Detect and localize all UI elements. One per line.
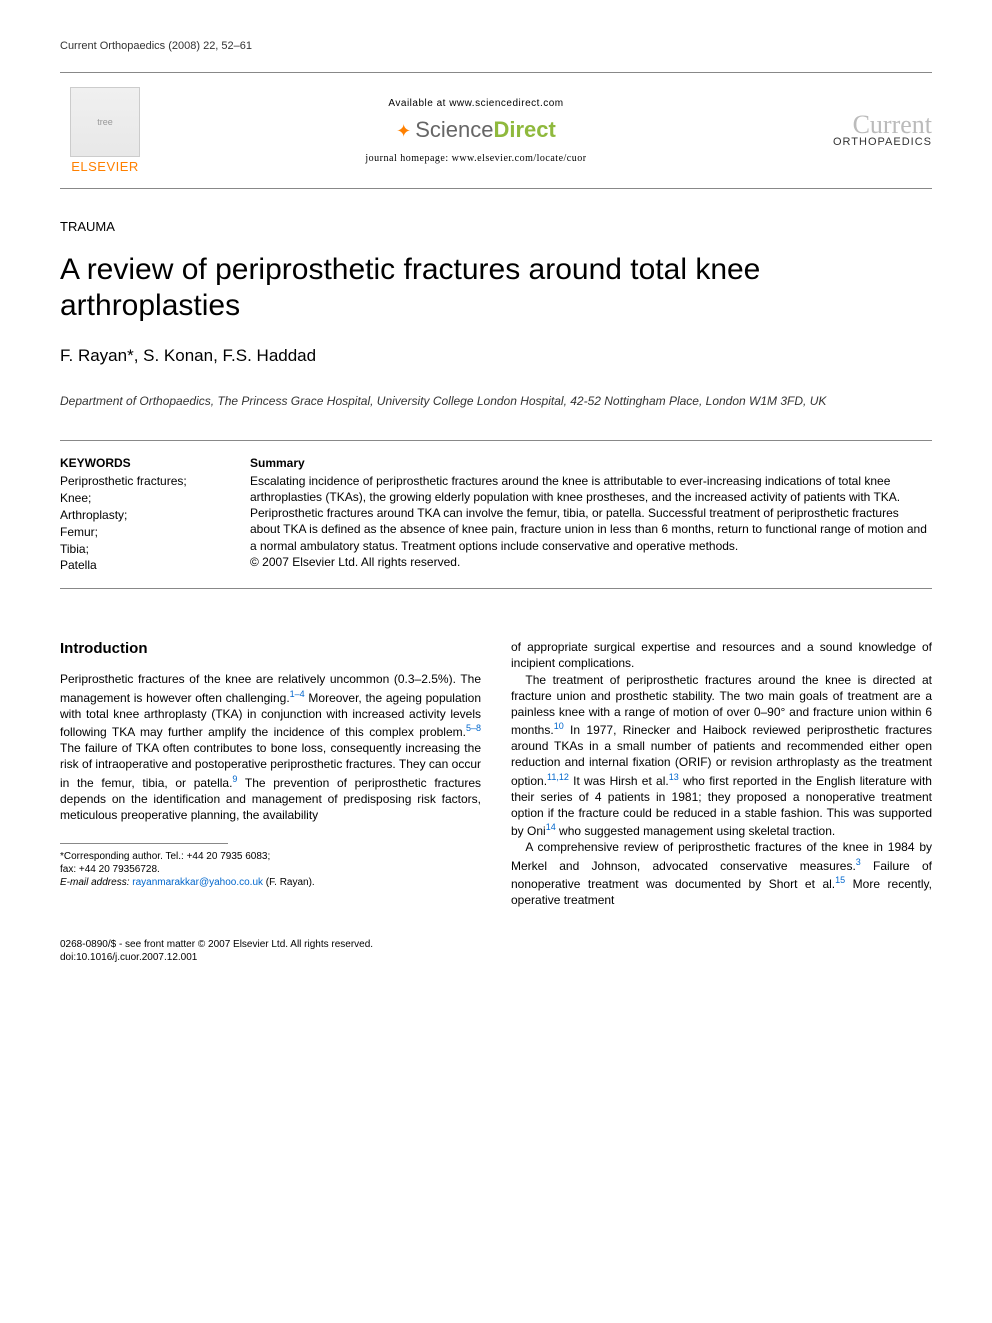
authors: F. Rayan*, S. Konan, F.S. Haddad (60, 346, 932, 366)
introduction-heading: Introduction (60, 639, 481, 659)
front-matter-line: 0268-0890/$ - see front matter © 2007 El… (60, 938, 932, 951)
citation[interactable]: 5–8 (466, 723, 481, 733)
elsevier-tree-icon: tree (70, 87, 140, 157)
affiliation: Department of Orthopaedics, The Princess… (60, 394, 932, 410)
column-left: Introduction Periprosthetic fractures of… (60, 639, 481, 908)
sd-leaf-icon: ✦ (396, 121, 411, 141)
journal-homepage: journal homepage: www.elsevier.com/locat… (150, 153, 802, 164)
journal-logo: Current ORTHOPAEDICS (802, 113, 932, 148)
email-link[interactable]: rayanmarakkar@yahoo.co.uk (132, 877, 263, 888)
corresponding-author-footnote: *Corresponding author. Tel.: +44 20 7935… (60, 850, 481, 889)
article-title: A review of periprosthetic fractures aro… (60, 252, 932, 324)
abstract-block: KEYWORDS Periprosthetic fractures; Knee;… (60, 440, 932, 590)
citation[interactable]: 13 (669, 772, 679, 782)
citation[interactable]: 1–4 (290, 689, 305, 699)
keyword-item: Tibia; (60, 541, 220, 558)
summary-copyright: © 2007 Elsevier Ltd. All rights reserved… (250, 555, 460, 569)
journal-header: tree ELSEVIER Available at www.sciencedi… (60, 72, 932, 189)
summary-text: Escalating incidence of periprosthetic f… (250, 474, 927, 553)
keyword-item: Patella (60, 557, 220, 574)
summary-heading: Summary (250, 455, 932, 471)
doi-line: doi:10.1016/j.cuor.2007.12.001 (60, 951, 932, 964)
sd-text-right: Direct (494, 117, 556, 142)
citation[interactable]: 11,12 (547, 772, 569, 782)
column-right: of appropriate surgical expertise and re… (511, 639, 932, 908)
journal-name-top: Current (802, 113, 932, 136)
intro-paragraph-2: The treatment of periprosthetic fracture… (511, 672, 932, 840)
elsevier-logo: tree ELSEVIER (60, 87, 150, 174)
intro-paragraph-1-cont: of appropriate surgical expertise and re… (511, 639, 932, 671)
section-label: TRAUMA (60, 219, 932, 234)
sd-text-left: Science (415, 117, 493, 142)
email-label: E-mail address: (60, 877, 132, 888)
keywords-heading: KEYWORDS (60, 455, 220, 472)
keyword-item: Periprosthetic fractures; (60, 473, 220, 490)
footer-meta: 0268-0890/$ - see front matter © 2007 El… (60, 938, 932, 964)
intro-paragraph-3: A comprehensive review of periprosthetic… (511, 839, 932, 908)
citation[interactable]: 15 (835, 875, 845, 885)
footnote-fax: fax: +44 20 79356728. (60, 863, 481, 876)
footnote-separator (60, 843, 228, 844)
keyword-item: Arthroplasty; (60, 507, 220, 524)
sciencedirect-logo: ✦ScienceDirect (150, 117, 802, 143)
elsevier-wordmark: ELSEVIER (71, 159, 139, 174)
journal-name-bottom: ORTHOPAEDICS (802, 136, 932, 148)
citation[interactable]: 14 (546, 822, 556, 832)
summary-column: Summary Escalating incidence of peripros… (250, 455, 932, 575)
intro-paragraph-1: Periprosthetic fractures of the knee are… (60, 671, 481, 823)
keywords-column: KEYWORDS Periprosthetic fractures; Knee;… (60, 455, 220, 575)
footnote-email-line: E-mail address: rayanmarakkar@yahoo.co.u… (60, 876, 481, 889)
available-at-text: Available at www.sciencedirect.com (150, 98, 802, 109)
body-columns: Introduction Periprosthetic fractures of… (60, 639, 932, 908)
citation[interactable]: 10 (554, 721, 564, 731)
running-head: Current Orthopaedics (2008) 22, 52–61 (60, 40, 932, 52)
keyword-item: Femur; (60, 524, 220, 541)
email-suffix: (F. Rayan). (263, 877, 315, 888)
footnote-corr: *Corresponding author. Tel.: +44 20 7935… (60, 850, 481, 863)
keyword-item: Knee; (60, 490, 220, 507)
header-center: Available at www.sciencedirect.com ✦Scie… (150, 98, 802, 164)
